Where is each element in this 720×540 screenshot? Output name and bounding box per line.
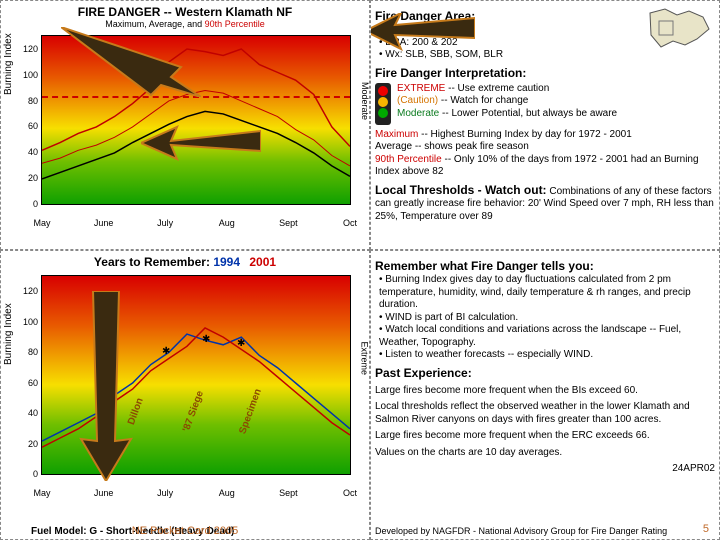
interpretation-levels: EXTREME -- Use extreme caution(Caution) … [397, 83, 617, 121]
map-icon [645, 5, 715, 55]
panel-bottom-chart: Years to Remember: 1994 2001 Burning Ind… [0, 250, 370, 540]
page-number: 5 [703, 523, 709, 537]
thresh-header: Local Thresholds - Watch out: [375, 183, 547, 197]
bottom-chart: Extreme 020406080100120 MayJuneJulyAugSe… [41, 275, 351, 475]
traffic-light-icon [375, 83, 391, 125]
top-ylabel: Burning Index [3, 33, 14, 95]
bottom-ylabel: Burning Index [3, 303, 14, 365]
top-chart: Moderate 020406080100120 MayJuneJulyAugS… [41, 35, 351, 205]
panel-top-info: Fire Danger Area: NF - West "Zone"DRA: 2… [370, 0, 720, 250]
panel-bottom-info: Remember what Fire Danger tells you: Bur… [370, 250, 720, 540]
panel-top-chart: FIRE DANGER -- Western Klamath NF Maximu… [0, 0, 370, 250]
date-label: 24APR02 [375, 463, 715, 476]
past-header: Past Experience: [375, 366, 715, 381]
interp-header: Fire Danger Interpretation: [375, 66, 715, 81]
bottom-right-label: Extreme [360, 341, 370, 375]
remember-header: Remember what Fire Danger tells you: [375, 259, 715, 274]
past-experience: Large fires become more frequent when th… [375, 385, 715, 460]
top-chart-title: FIRE DANGER -- Western Klamath NF [5, 5, 365, 19]
top-right-label: Moderate [360, 82, 370, 120]
top-chart-subtitle: Maximum, Average, and 90th Percentile [5, 19, 365, 29]
remember-bullets: Burning Index gives day to day fluctuati… [375, 274, 715, 362]
developed-by: Developed by NAGFDR - National Advisory … [375, 526, 715, 537]
source-label: NE Pocket Card 2005 [132, 525, 238, 537]
definitions: Maximum -- Highest Burning Index by day … [375, 129, 715, 179]
bottom-chart-title: Years to Remember: 1994 2001 [5, 255, 365, 269]
